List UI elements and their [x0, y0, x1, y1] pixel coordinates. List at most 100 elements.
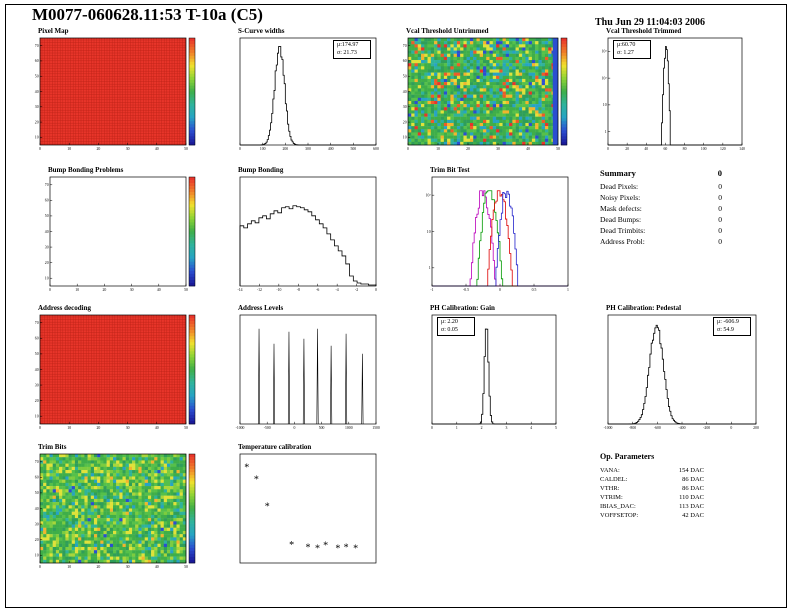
summary-row-label: Dead Trimbits:: [600, 226, 646, 235]
bump-bonding-chart: Bump Bonding -14 -12 -10 -8 -6 -4 -2 0: [228, 166, 380, 294]
summary-row-label: Mask defects:: [600, 204, 642, 213]
vcal-threshold-trimmed-canvas: 0 20 40 60 80 100 120 140 10³ 10² 10 1: [602, 37, 745, 151]
summary-row-value: 0: [718, 215, 722, 224]
chart-title: Vcal Threshold Untrimmed: [406, 27, 489, 35]
svg-text:50: 50: [184, 426, 188, 430]
svg-text:50: 50: [184, 288, 188, 292]
svg-text:40: 40: [35, 368, 39, 372]
svg-text:*: *: [335, 543, 340, 554]
summary-row-value: 0: [718, 193, 722, 202]
op-parameter-value: 110 DAC: [679, 494, 704, 501]
svg-text:60: 60: [35, 59, 39, 63]
summary-header: Summary 0: [600, 168, 722, 178]
chart-title: PH Calibration: Gain: [430, 304, 495, 312]
svg-text:40: 40: [526, 147, 530, 151]
op-parameter-value: 42 DAC: [682, 512, 704, 519]
chart-title: Vcal Threshold Trimmed: [606, 27, 682, 35]
scurve-widths-chart: S-Curve widths 0 100 200 300 400 500 600 μ:174…: [228, 27, 380, 153]
summary-row: Dead Trimbits: 0: [600, 225, 722, 236]
svg-text:0: 0: [239, 147, 241, 151]
svg-text:1000: 1000: [345, 426, 353, 430]
svg-text:10: 10: [45, 277, 49, 281]
summary-row: Noisy Pixels: 0: [600, 192, 722, 203]
stat-sigma: σ: 21.73: [337, 49, 357, 56]
svg-text:20: 20: [103, 288, 107, 292]
svg-text:80: 80: [683, 147, 687, 151]
svg-text:60: 60: [664, 147, 668, 151]
op-parameter-value: 86 DAC: [682, 485, 704, 492]
ph-gain-chart: PH Calibration: Gain 0 1 2 3 4 5 μ: 2.20 σ: 0…: [420, 304, 560, 432]
svg-text:20: 20: [45, 261, 49, 265]
summary-row-label: Address Probl:: [600, 237, 645, 246]
chart-title: Temperature calibration: [238, 443, 312, 451]
svg-text:60: 60: [403, 59, 407, 63]
svg-text:-0.5: -0.5: [463, 288, 469, 292]
summary-row: Dead Pixels: 0: [600, 181, 722, 192]
svg-text:-800: -800: [629, 426, 636, 430]
op-parameter-label: VTHR:: [600, 485, 620, 492]
trim-bits-canvas: 0 10 20 30 40 50 70 60 50 40 30 20 10: [35, 453, 196, 569]
address-levels-plot: -1000 -500 0 500 1000 1500: [228, 313, 380, 432]
svg-text:0: 0: [49, 288, 51, 292]
svg-text:*: *: [353, 543, 358, 554]
chart-title: PH Calibration: Pedestal: [606, 304, 682, 312]
svg-text:50: 50: [35, 75, 39, 79]
svg-text:40: 40: [45, 230, 49, 234]
stats-box: μ:60.70 σ: 1.27: [613, 40, 651, 59]
address-decoding-chart: Address decoding 0 10 20 30 40 50 70 60 50 40 30 20…: [28, 304, 202, 432]
svg-text:*: *: [289, 540, 294, 551]
ph-pedestal-chart: PH Calibration: Pedestal -1000 -800 -600 -4…: [596, 304, 760, 432]
svg-text:30: 30: [496, 147, 500, 151]
temperature-calibration-canvas: **** * * * * * *: [239, 453, 377, 564]
svg-text:30: 30: [35, 522, 39, 526]
svg-text:*: *: [344, 543, 349, 554]
chart-title: Bump Bonding: [238, 166, 284, 174]
svg-text:-10: -10: [276, 288, 281, 292]
op-parameter-value: 86 DAC: [682, 476, 704, 483]
svg-text:0: 0: [39, 426, 41, 430]
summary-row-value: 0: [718, 182, 722, 191]
scurve-widths-canvas: 0 100 200 300 400 500 600: [239, 37, 379, 151]
svg-text:30: 30: [126, 426, 130, 430]
summary-row-value: 0: [718, 237, 722, 246]
timestamp: Thu Jun 29 11:04:03 2006: [595, 17, 706, 28]
op-parameter-row: IBIAS_DAC: 113 DAC: [600, 502, 704, 511]
address-decoding-canvas: 0 10 20 30 40 50 70 60 50 40 30 20 10: [35, 314, 196, 430]
summary-row-label: Dead Bumps:: [600, 215, 642, 224]
vcal-untrimmed-plot: 0 10 20 30 40 50 70 60 50 40 30 20 10: [396, 36, 574, 153]
svg-text:*: *: [315, 543, 320, 554]
svg-text:-1000: -1000: [604, 426, 613, 430]
op-parameter-label: VANA:: [600, 467, 620, 474]
svg-text:40: 40: [35, 90, 39, 94]
svg-text:500: 500: [319, 426, 325, 430]
svg-text:100: 100: [260, 147, 266, 151]
chart-title: Trim Bit Test: [430, 166, 470, 174]
stats-box: μ:174.97 σ: 21.73: [333, 40, 371, 59]
svg-text:0: 0: [407, 147, 409, 151]
svg-text:30: 30: [403, 105, 407, 109]
summary-row: Address Probl: 0: [600, 236, 722, 247]
svg-text:0: 0: [293, 426, 295, 430]
pixel-map-canvas: 0 10 20 30 40 50 70 60 50 40 30 20 10: [35, 37, 196, 151]
vcal-trimmed-chart: Vcal Threshold Trimmed 0 20 40 60 80 100 120 14…: [596, 27, 746, 153]
svg-text:70: 70: [45, 183, 49, 187]
temperature-calibration-plot: * * * * * * * * * *: [228, 452, 380, 571]
pixel-map-chart: Pixel Map 0 10 20 30 40 50 70 60 50 40 30 20 10: [28, 27, 202, 153]
svg-text:50: 50: [45, 214, 49, 218]
stat-sigma: σ: 0.05: [441, 326, 458, 333]
svg-text:30: 30: [130, 288, 134, 292]
vcal-untrimmed-chart: Vcal Threshold Untrimmed 0 10 20 30 40 50 70 60…: [396, 27, 574, 153]
svg-text:40: 40: [157, 288, 161, 292]
svg-text:100: 100: [701, 147, 707, 151]
chart-title: S-Curve widths: [238, 27, 285, 35]
trim-bit-test-chart: Trim Bit Test -1 -0.5 0 0.5 1 10² 10 1: [420, 166, 572, 294]
op-parameter-row: VANA: 154 DAC: [600, 466, 704, 475]
address-levels-canvas: -1000 -500 0 500 1000 1500: [236, 314, 380, 430]
svg-text:-1: -1: [430, 288, 433, 292]
svg-text:1500: 1500: [372, 426, 380, 430]
summary-row-value: 0: [718, 204, 722, 213]
svg-text:-14: -14: [237, 288, 242, 292]
svg-text:50: 50: [184, 565, 188, 569]
svg-text:200: 200: [282, 147, 288, 151]
summary-row-label: Noisy Pixels:: [600, 193, 641, 202]
